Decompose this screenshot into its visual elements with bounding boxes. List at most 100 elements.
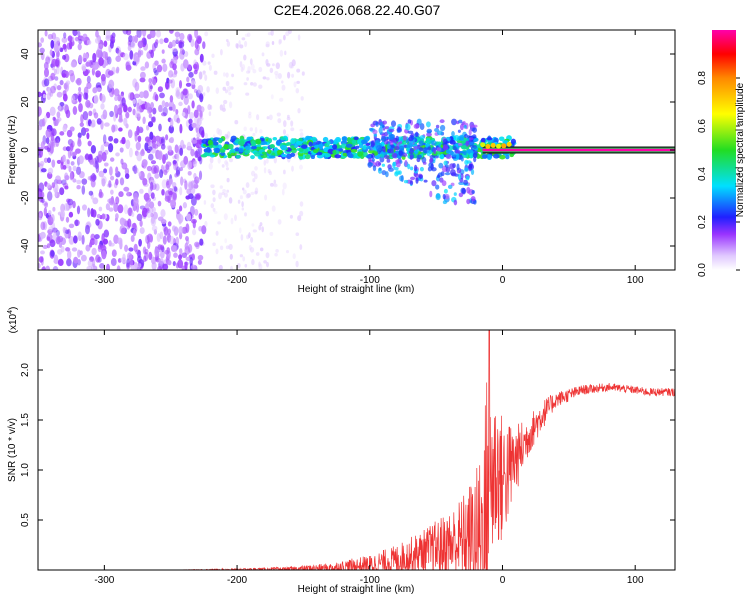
spectrogram-cell xyxy=(155,30,162,38)
spectrogram-cell xyxy=(93,94,99,104)
spectrogram-cell xyxy=(158,123,162,132)
spectrogram-cell xyxy=(426,128,433,134)
spectrogram-cell xyxy=(72,151,78,156)
spectrogram-cell xyxy=(178,205,183,212)
spectrogram-cell xyxy=(84,224,91,235)
spectrogram-cell xyxy=(68,165,72,173)
spectrogram-cell xyxy=(418,174,423,180)
spectrogram-cell xyxy=(273,156,277,164)
spectrogram-cell xyxy=(388,128,395,133)
spectrogram-cell xyxy=(281,153,287,158)
spectrogram-cell xyxy=(139,219,143,227)
spectrogram-cell xyxy=(53,138,58,143)
snr-x-tick-label: 100 xyxy=(627,575,644,586)
spectrogram-cell xyxy=(98,170,105,178)
spectrogram-cell xyxy=(48,226,54,232)
spectrogram-cell xyxy=(312,149,319,154)
spectrogram-cell xyxy=(167,221,172,227)
spectrogram-cell xyxy=(178,226,184,235)
spectrogram-cell xyxy=(145,197,152,203)
spectrogram-cell xyxy=(128,35,133,43)
spectrogram-cell xyxy=(222,189,226,193)
spectrogram-cell xyxy=(200,130,205,138)
spectrogram-cell xyxy=(265,158,269,164)
spectrogram-cell xyxy=(128,247,134,252)
spectrogram-cell xyxy=(78,86,82,93)
spectrogram-cell xyxy=(271,205,276,212)
spectrogram-cell xyxy=(65,80,71,86)
spectrogram-cell xyxy=(66,129,73,138)
spectrogram-cell xyxy=(225,38,229,43)
spectrogram-cell xyxy=(41,118,46,127)
spectrogram-cell xyxy=(465,175,470,181)
spectrogram-cell xyxy=(435,193,441,201)
spectrogram-cell xyxy=(187,160,192,170)
spectrogram-cell xyxy=(115,166,119,174)
spectrogram-cell xyxy=(178,101,183,107)
spectrogram-cell xyxy=(94,237,98,246)
spectrogram-cell xyxy=(393,167,399,171)
spectrogram-cell xyxy=(100,144,105,154)
spectrogram-cell xyxy=(86,132,90,140)
spectrogram-cell xyxy=(249,246,255,253)
spectrogram-cell xyxy=(78,38,83,45)
spectrogram-cell xyxy=(173,226,179,236)
spectrogram-cell xyxy=(68,211,74,218)
spectrogram-cell xyxy=(42,265,46,270)
spectrogram-cell xyxy=(265,210,270,217)
spectrogram-cell xyxy=(376,144,382,152)
spectrogram-cell xyxy=(246,77,249,81)
spectrogram-cell xyxy=(54,187,58,198)
spectrogram-cell xyxy=(258,224,262,231)
spectrogram-cell xyxy=(439,155,444,159)
spectrogram-cell xyxy=(150,160,157,165)
spectrogram-cell xyxy=(76,179,82,185)
spectrogram-cell xyxy=(127,218,132,228)
spectrogram-cell xyxy=(239,195,243,200)
spectrogram-cell xyxy=(81,234,85,245)
spectrogram-cell xyxy=(188,71,194,78)
spectrogram-cell xyxy=(44,115,48,123)
spectrogram-cell xyxy=(297,34,301,41)
spectrogram-cell xyxy=(190,196,197,206)
spectrogram-cell xyxy=(136,30,142,38)
spectrogram-cell xyxy=(98,206,103,212)
spectrogram-cell xyxy=(372,165,377,172)
spectrogram-cell xyxy=(124,173,130,179)
spectrogram-cell xyxy=(171,73,178,78)
spectrogram-cell xyxy=(282,182,287,190)
spectrogram-cell xyxy=(77,231,82,241)
spectrogram-cell xyxy=(407,119,412,124)
spectrogram-cell xyxy=(172,245,178,253)
spectrogram-cell xyxy=(334,154,342,159)
spectrogram-cell xyxy=(53,83,58,91)
spectrogram-x-tick-label: -300 xyxy=(94,275,114,286)
spectrogram-cell xyxy=(156,232,161,243)
spectrogram-cell xyxy=(105,203,110,211)
spectrogram-cell xyxy=(389,141,394,146)
spectrogram-cell xyxy=(93,112,99,119)
spectrogram-cell xyxy=(76,185,81,190)
spectrogram-cell xyxy=(277,118,282,124)
spectrogram-cell xyxy=(73,256,79,264)
spectrogram-cell xyxy=(199,106,205,113)
spectrogram-y-tick-label: 40 xyxy=(20,48,31,60)
spectrogram-cell xyxy=(348,153,354,159)
spectrogram-cell xyxy=(113,88,120,97)
spectrogram-cell xyxy=(142,90,149,99)
spectrogram-cell xyxy=(374,140,381,146)
spectrogram-cell xyxy=(190,38,195,48)
spectrogram-cell xyxy=(228,91,232,96)
spectrogram-cell xyxy=(290,138,296,145)
spectrogram-cell xyxy=(59,187,65,196)
spectrogram-cell xyxy=(236,262,241,269)
spectrogram-cell xyxy=(38,162,41,168)
spectrogram-cell xyxy=(285,141,292,146)
spectrogram-cell xyxy=(113,112,117,122)
spectrogram-cell xyxy=(451,152,457,158)
spectrogram-cell xyxy=(179,32,185,41)
spectrogram-cell xyxy=(287,30,292,35)
spectrogram-cell xyxy=(223,99,228,105)
spectrogram-cell xyxy=(100,103,105,110)
spectrogram-cell xyxy=(204,220,208,228)
